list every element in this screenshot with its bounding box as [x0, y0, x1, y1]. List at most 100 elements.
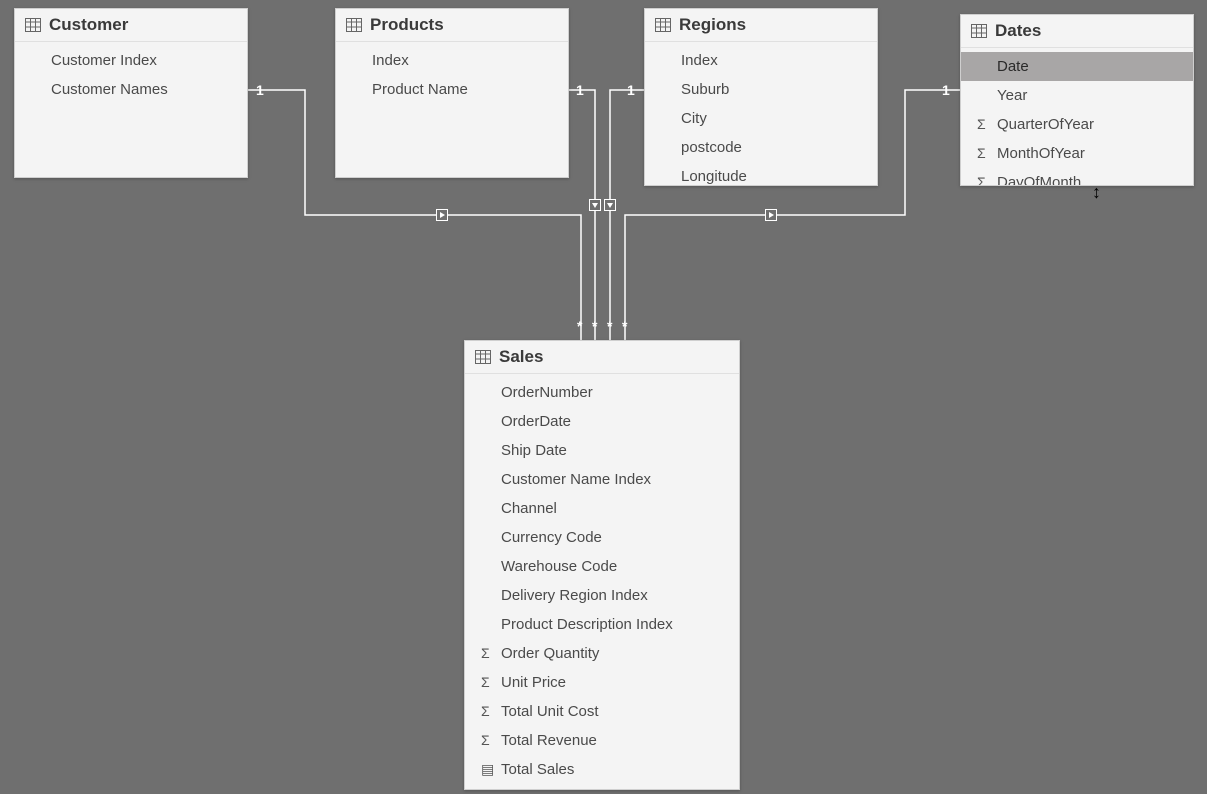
field-label: Ship Date [501, 440, 731, 461]
table-icon [971, 24, 987, 38]
field-row[interactable]: Customer Names [15, 75, 247, 104]
field-row[interactable]: ΣMonthOfYear [961, 139, 1193, 168]
field-row[interactable]: postcode [645, 133, 877, 162]
resize-cursor-icon: ↕ [1092, 182, 1101, 203]
table-dates[interactable]: DatesDateYearΣQuarterOfYearΣMonthOfYearΣ… [960, 14, 1194, 186]
filter-direction-icon [765, 209, 777, 221]
measure-icon: ▤ [481, 760, 501, 780]
model-canvas[interactable]: Customer Customer Index Customer Names Prod… [0, 0, 1207, 794]
cardinality-one: 1 [576, 82, 584, 98]
field-label: Index [681, 50, 869, 71]
table-products[interactable]: Products IndexProduct Name [335, 8, 569, 178]
table-title: Dates [995, 21, 1041, 41]
field-row[interactable]: Delivery Region Index [465, 581, 739, 610]
field-label: Total Unit Cost [501, 701, 731, 722]
field-label: Customer Index [51, 50, 239, 71]
field-row[interactable]: ΣTotal Unit Cost [465, 697, 739, 726]
field-label: Currency Code [501, 527, 731, 548]
cardinality-one: 1 [942, 82, 950, 98]
relationship-line[interactable] [610, 90, 644, 340]
table-customer[interactable]: Customer Customer Index Customer Names [14, 8, 248, 178]
field-label: Channel [501, 498, 731, 519]
field-label: Customer Names [51, 79, 239, 100]
field-row[interactable]: City [645, 104, 877, 133]
field-row[interactable]: ΣDayOfMonth [961, 168, 1193, 185]
field-row[interactable]: Index [336, 46, 568, 75]
field-label: Delivery Region Index [501, 585, 731, 606]
field-row[interactable]: ΣTotal Revenue [465, 726, 739, 755]
field-row[interactable]: OrderDate [465, 407, 739, 436]
sigma-icon: Σ [977, 144, 997, 164]
field-row[interactable]: ΣQuarterOfYear [961, 110, 1193, 139]
table-header-products[interactable]: Products [336, 9, 568, 42]
sigma-icon: Σ [977, 173, 997, 185]
cardinality-many: * [592, 318, 597, 334]
cardinality-many: * [577, 318, 582, 334]
sigma-icon: Σ [481, 702, 501, 722]
field-label: OrderDate [501, 411, 731, 432]
field-label: Year [997, 85, 1185, 106]
table-icon [475, 350, 491, 364]
field-list-products[interactable]: IndexProduct Name [336, 42, 568, 177]
table-header-sales[interactable]: Sales [465, 341, 739, 374]
field-row[interactable]: Ship Date [465, 436, 739, 465]
field-row[interactable]: Index [645, 46, 877, 75]
field-row[interactable]: Channel [465, 494, 739, 523]
field-label: OrderNumber [501, 382, 731, 403]
table-title: Products [370, 15, 444, 35]
field-label: Suburb [681, 79, 869, 100]
cardinality-many: * [622, 318, 627, 334]
field-row[interactable]: Currency Code [465, 523, 739, 552]
field-label: Product Description Index [501, 614, 731, 635]
field-row[interactable]: Customer Name Index [465, 465, 739, 494]
field-label: DayOfMonth [997, 172, 1185, 185]
field-label: Total Sales [501, 759, 731, 780]
field-row[interactable]: Date [961, 52, 1193, 81]
field-list-sales[interactable]: OrderNumber OrderDate Ship Date Customer Na… [465, 374, 739, 789]
field-row[interactable]: Longitude [645, 162, 877, 185]
table-title: Sales [499, 347, 543, 367]
field-label: Date [997, 56, 1185, 77]
table-title: Customer [49, 15, 128, 35]
field-label: postcode [681, 137, 869, 158]
field-label: Unit Price [501, 672, 731, 693]
field-label: City [681, 108, 869, 129]
sigma-icon: Σ [481, 644, 501, 664]
cardinality-one: 1 [627, 82, 635, 98]
field-row[interactable]: ΣUnit Price [465, 668, 739, 697]
field-row[interactable]: Warehouse Code [465, 552, 739, 581]
field-label: Customer Name Index [501, 469, 731, 490]
field-label: Longitude [681, 166, 869, 185]
field-label: MonthOfYear [997, 143, 1185, 164]
sigma-icon: Σ [481, 673, 501, 693]
field-row[interactable]: Product Name [336, 75, 568, 104]
field-list-customer[interactable]: Customer Index Customer Names [15, 42, 247, 177]
table-icon [25, 18, 41, 32]
relationship-line[interactable] [567, 90, 595, 340]
table-sales[interactable]: Sales OrderNumber OrderDate Ship Date Custom… [464, 340, 740, 790]
table-icon [655, 18, 671, 32]
table-header-customer[interactable]: Customer [15, 9, 247, 42]
sigma-icon: Σ [481, 731, 501, 751]
field-row[interactable]: Year [961, 81, 1193, 110]
table-header-dates[interactable]: Dates [961, 15, 1193, 48]
field-row[interactable]: ▤Total Sales [465, 755, 739, 784]
field-label: QuarterOfYear [997, 114, 1185, 135]
table-regions[interactable]: RegionsIndexSuburbCitypostcodeLongitudeL… [644, 8, 878, 186]
field-label: Order Quantity [501, 643, 731, 664]
field-row[interactable]: Suburb [645, 75, 877, 104]
field-row[interactable]: OrderNumber [465, 378, 739, 407]
filter-direction-icon [604, 199, 616, 211]
field-list-dates[interactable]: DateYearΣQuarterOfYearΣMonthOfYearΣDayOf… [961, 48, 1193, 185]
field-label: Total Revenue [501, 730, 731, 751]
field-row[interactable]: ΣOrder Quantity [465, 639, 739, 668]
cardinality-many: * [607, 318, 612, 334]
field-list-regions[interactable]: IndexSuburbCitypostcodeLongitudeLatitude [645, 42, 877, 185]
cardinality-one: 1 [256, 82, 264, 98]
table-title: Regions [679, 15, 746, 35]
sigma-icon: Σ [977, 115, 997, 135]
field-row[interactable]: Product Description Index [465, 610, 739, 639]
table-header-regions[interactable]: Regions [645, 9, 877, 42]
field-label: Warehouse Code [501, 556, 731, 577]
field-row[interactable]: Customer Index [15, 46, 247, 75]
